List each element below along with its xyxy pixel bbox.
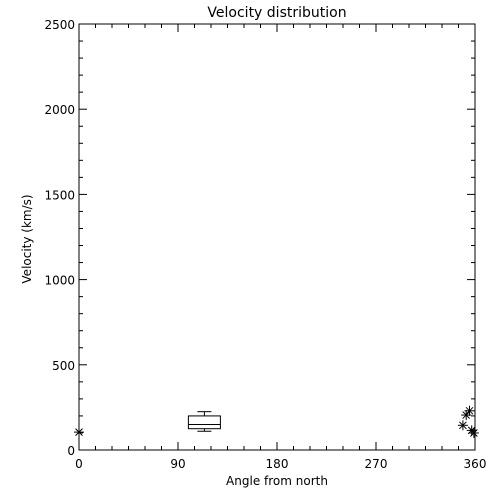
y-tick-label: 1000 <box>44 274 75 288</box>
y-tick-label: 0 <box>67 444 75 458</box>
y-axis-label: Velocity (km/s) <box>20 194 34 283</box>
plot-frame <box>78 23 476 451</box>
asterisk-stroke <box>470 429 478 437</box>
y-tick-label: 2000 <box>44 103 75 117</box>
data-point-asterisk <box>464 405 475 416</box>
chart-title: Velocity distribution <box>207 5 346 21</box>
y-tick-label: 500 <box>52 359 75 373</box>
asterisk-stroke <box>462 411 471 419</box>
asterisk-stroke <box>465 406 474 415</box>
box-iqr <box>187 415 221 430</box>
x-axis-label: Angle from north <box>226 474 328 488</box>
data-point-asterisk <box>74 427 84 438</box>
axis-ticks: 0 90 180 270 360 0 500 1000 1500 2000 2500 <box>44 18 486 471</box>
x-tick-label: 0 <box>75 457 83 471</box>
x-tick-label: 270 <box>365 457 388 471</box>
y-tick-label: 1500 <box>44 188 75 202</box>
asterisk-stroke <box>75 428 83 436</box>
x-tick-label: 180 <box>266 457 289 471</box>
data-point-asterisk <box>468 427 479 438</box>
data-point-asterisk <box>457 420 468 431</box>
box-plot <box>187 411 221 432</box>
y-tick-label: 2500 <box>44 18 75 32</box>
x-tick-label: 360 <box>464 457 487 471</box>
x-tick-label: 90 <box>170 457 185 471</box>
data-points <box>74 405 479 438</box>
asterisk-stroke <box>459 421 467 430</box>
